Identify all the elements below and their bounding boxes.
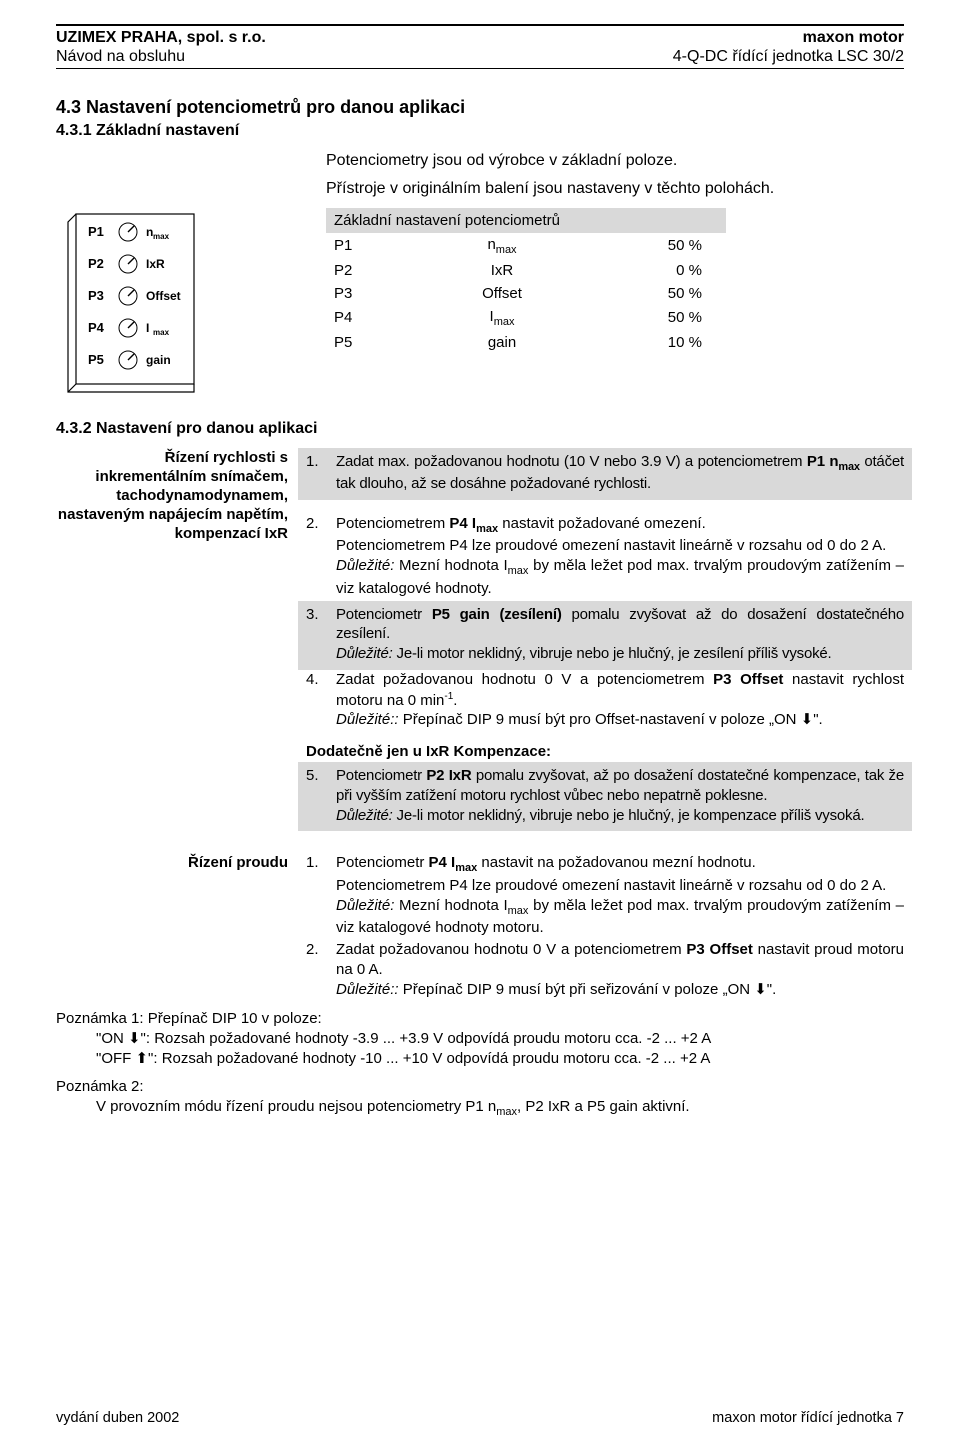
svg-text:max: max bbox=[153, 232, 170, 241]
pot-default-table: Základní nastavení potenciometrů P1nmax5… bbox=[326, 208, 726, 354]
step-num: 5. bbox=[306, 766, 328, 825]
step-text: Potenciometrem P4 Imax nastavit požadova… bbox=[336, 514, 904, 599]
current-control-steps: 1. Potenciometr P4 Imax nastavit na poža… bbox=[306, 853, 904, 1001]
svg-text:max: max bbox=[153, 328, 170, 337]
intro-text: Potenciometry jsou od výrobce v základní… bbox=[326, 150, 904, 199]
step-text: Potenciometr P4 Imax nastavit na požadov… bbox=[336, 853, 904, 938]
footer-right: maxon motor řídící jednotka 7 bbox=[712, 1410, 904, 1426]
svg-text:P1: P1 bbox=[88, 224, 104, 239]
step-num: 4. bbox=[306, 670, 328, 730]
brand: maxon motor bbox=[803, 28, 904, 47]
current-control-label: Řízení proudu bbox=[56, 853, 306, 872]
intro-p1: Potenciometry jsou od výrobce v základní… bbox=[326, 150, 904, 172]
note-1: Poznámka 1: Přepínač DIP 10 v poloze: "O… bbox=[56, 1009, 904, 1068]
doc-right: 4-Q-DC řídící jednotka LSC 30/2 bbox=[673, 47, 904, 66]
step-text: Zadat požadovanou hodnotu 0 V a potencio… bbox=[336, 670, 904, 730]
footer-left: vydání duben 2002 bbox=[56, 1410, 179, 1426]
intro-p2: Přístroje v originálním balení jsou nast… bbox=[326, 178, 904, 200]
step-num: 2. bbox=[306, 940, 328, 999]
step-num: 2. bbox=[306, 514, 328, 599]
section-4-3-2-title: 4.3.2 Nastavení pro danou aplikaci bbox=[56, 420, 904, 438]
step-text: Zadat max. požadovanou hodnotu (10 V neb… bbox=[336, 452, 904, 494]
svg-text:P2: P2 bbox=[88, 256, 104, 271]
svg-text:gain: gain bbox=[146, 353, 171, 367]
step-text: Potenciometr P2 IxR pomalu zvyšovat, až … bbox=[336, 766, 904, 825]
extra-title: Dodatečně jen u IxR Kompenzace: bbox=[306, 742, 904, 762]
svg-text:IxR: IxR bbox=[146, 257, 165, 271]
svg-text:P5: P5 bbox=[88, 352, 104, 367]
speed-control-label: Řízení rychlosti s inkrementálním snímač… bbox=[56, 448, 306, 544]
section-4-3-title: 4.3 Nastavení potenciometrů pro danou ap… bbox=[56, 97, 904, 118]
header-bar: UZIMEX PRAHA, spol. s r.o. maxon motor N… bbox=[56, 24, 904, 69]
step-num: 3. bbox=[306, 605, 328, 664]
note-2: Poznámka 2: V provozním módu řízení prou… bbox=[56, 1077, 904, 1119]
page-footer: vydání duben 2002 maxon motor řídící jed… bbox=[56, 1410, 904, 1426]
svg-text:P3: P3 bbox=[88, 288, 104, 303]
step-text: Potenciometr P5 gain (zesílení) pomalu z… bbox=[336, 605, 904, 664]
step-num: 1. bbox=[306, 853, 328, 938]
pot-table-title: Základní nastavení potenciometrů bbox=[326, 208, 726, 233]
svg-text:Offset: Offset bbox=[146, 289, 181, 303]
section-4-3-1-title: 4.3.1 Základní nastavení bbox=[56, 122, 904, 140]
doc-left: Návod na obsluhu bbox=[56, 47, 185, 66]
svg-text:P4: P4 bbox=[88, 320, 105, 335]
step-num: 1. bbox=[306, 452, 328, 494]
svg-text:I: I bbox=[146, 321, 149, 335]
company: UZIMEX PRAHA, spol. s r.o. bbox=[56, 28, 266, 47]
step-text: Zadat požadovanou hodnotu 0 V a potencio… bbox=[336, 940, 904, 999]
potentiometer-drawing: P1nmaxP2IxRP3OffsetP4ImaxP5gain bbox=[56, 208, 246, 398]
speed-control-steps: 1. Zadat max. požadovanou hodnotu (10 V … bbox=[306, 448, 904, 832]
